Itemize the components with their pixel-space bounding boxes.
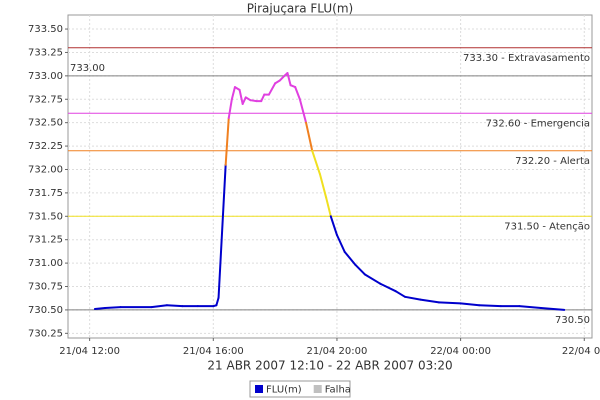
x-tick-label: 21/04 12:00 <box>59 346 120 357</box>
line-segment <box>354 263 366 276</box>
line-segment <box>325 196 332 218</box>
threshold-label: 731.50 - Atenção <box>504 221 590 232</box>
line-segment <box>539 307 566 311</box>
y-tick-label: 730.25 <box>28 328 63 339</box>
line-segment <box>217 163 227 299</box>
y-tick-label: 733.00 <box>28 71 63 82</box>
line-segment <box>311 149 321 176</box>
line-segment <box>459 302 481 307</box>
x-tick-label: 22/04 04 <box>562 346 600 357</box>
y-tick-label: 731.75 <box>28 188 63 199</box>
y-tick-label: 731.25 <box>28 235 63 246</box>
line-segment <box>93 307 107 310</box>
line-segment <box>437 301 462 305</box>
threshold-label: 732.20 - Alerta <box>515 156 590 167</box>
line-segment <box>294 86 301 101</box>
line-segment <box>518 305 542 310</box>
line-segment <box>165 304 184 308</box>
line-segment <box>278 74 286 82</box>
x-tick-label: 22/04 00:00 <box>430 346 491 357</box>
line-segment <box>335 234 346 253</box>
y-tick-label: 731.00 <box>28 258 63 269</box>
line-segment <box>227 98 233 119</box>
legend-label: FLU(m) <box>266 385 302 396</box>
x-tick-label: 21/04 16:00 <box>183 346 244 357</box>
y-tick-label: 732.75 <box>28 94 63 105</box>
threshold-label: 732.60 - Emergencia <box>486 118 590 129</box>
threshold-label: 733.00 <box>70 63 105 74</box>
y-tick-label: 731.50 <box>28 211 63 222</box>
y-tick-label: 732.25 <box>28 141 63 152</box>
line-segment <box>224 116 230 166</box>
legend-label: Falha <box>325 385 351 396</box>
line-segment <box>419 298 440 304</box>
line-segment <box>104 306 122 310</box>
y-tick-label: 730.75 <box>28 282 63 293</box>
line-segment <box>403 295 422 301</box>
line-segment <box>249 99 258 103</box>
y-tick-label: 730.50 <box>28 305 63 316</box>
line-segment <box>215 296 220 307</box>
line-segment <box>478 304 502 308</box>
legend-box <box>249 380 351 398</box>
line-segment <box>379 282 397 293</box>
chart-title: Pirajuçara FLU(m) <box>247 2 353 16</box>
threshold-label: 730.50 <box>555 315 590 326</box>
threshold-label: 733.30 - Extravasamento <box>463 53 590 64</box>
line-segment <box>150 304 168 309</box>
y-tick-label: 732.50 <box>28 118 63 129</box>
plot-area <box>67 14 593 339</box>
line-segment <box>230 86 236 101</box>
line-segment <box>329 215 338 237</box>
y-tick-label: 733.50 <box>28 24 63 35</box>
line-segment <box>238 88 244 105</box>
legend-swatch <box>255 385 263 393</box>
line-segment <box>267 82 277 96</box>
line-segment <box>318 173 328 199</box>
line-segment <box>305 121 314 152</box>
line-segment <box>394 290 406 298</box>
line-segment <box>343 250 357 266</box>
chart-subtitle: 21 ABR 2007 12:10 - 22 ABR 2007 03:20 <box>207 359 452 373</box>
legend-swatch <box>313 385 322 393</box>
line-segment <box>298 98 308 124</box>
line-segment <box>241 96 247 105</box>
x-tick-label: 21/04 20:00 <box>307 346 368 357</box>
line-segment <box>260 93 266 103</box>
y-tick-label: 732.00 <box>28 164 63 175</box>
line-segment <box>363 273 382 285</box>
line-segment <box>286 72 292 87</box>
y-tick-label: 733.25 <box>28 47 63 58</box>
